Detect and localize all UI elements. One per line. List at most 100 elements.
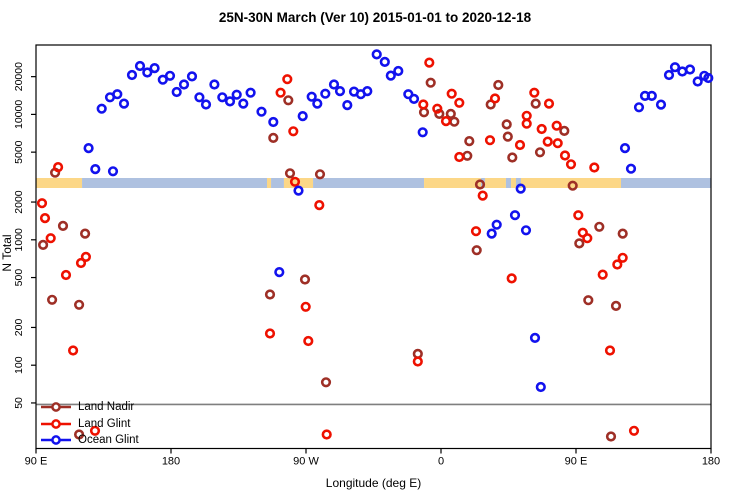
land-ocean-band-segment-ocean bbox=[313, 178, 425, 188]
data-point-land-glint bbox=[289, 176, 301, 187]
data-point-ocean-glint bbox=[112, 89, 123, 100]
data-point-land-nadir bbox=[534, 147, 546, 158]
data-point-land-glint bbox=[552, 138, 563, 149]
legend-label: Ocean Glint bbox=[78, 434, 139, 446]
data-point-land-glint bbox=[506, 273, 517, 284]
data-point-ocean-glint bbox=[669, 62, 681, 73]
data-point-land-glint bbox=[573, 210, 584, 221]
data-point-land-nadir bbox=[425, 77, 436, 88]
x-axis-tick-label: 90 E bbox=[565, 456, 588, 468]
x-axis-tick-label: 90 W bbox=[293, 456, 319, 468]
data-point-land-nadir bbox=[37, 239, 49, 250]
data-point-land-glint bbox=[321, 429, 332, 440]
land-glint-marker-icon bbox=[41, 419, 71, 429]
land-ocean-band-segment-land bbox=[424, 178, 482, 188]
data-point-land-glint bbox=[80, 251, 91, 262]
data-point-ocean-glint bbox=[90, 164, 101, 175]
data-point-land-glint bbox=[89, 425, 101, 436]
data-point-ocean-glint bbox=[164, 70, 176, 81]
data-point-ocean-glint bbox=[194, 92, 205, 103]
data-point-land-glint bbox=[45, 233, 56, 244]
data-point-land-glint bbox=[612, 259, 623, 270]
x-axis-tick-label: 180 bbox=[162, 456, 180, 468]
data-point-land-glint bbox=[582, 233, 593, 244]
data-point-land-glint bbox=[617, 252, 628, 263]
data-point-land-nadir bbox=[320, 377, 332, 388]
data-point-land-nadir bbox=[284, 168, 296, 179]
data-point-ocean-glint bbox=[655, 99, 667, 110]
y-axis-tick-label: 2000 bbox=[13, 190, 25, 214]
legend-item-ocean-glint: Ocean Glint bbox=[40, 433, 139, 447]
data-point-land-glint bbox=[489, 93, 501, 104]
data-point-ocean-glint bbox=[293, 185, 304, 196]
data-point-land-nadir bbox=[594, 221, 605, 232]
land-ocean-band-segment-ocean bbox=[516, 178, 521, 188]
data-point-land-glint bbox=[514, 139, 526, 151]
data-point-ocean-glint bbox=[692, 76, 703, 87]
data-point-land-glint bbox=[604, 345, 616, 356]
data-point-land-glint bbox=[521, 110, 532, 121]
data-point-ocean-glint bbox=[157, 74, 168, 85]
data-point-land-glint bbox=[529, 87, 540, 98]
ocean-glint-marker-icon bbox=[41, 435, 71, 445]
data-point-land-glint bbox=[67, 345, 79, 356]
y-axis-tick-label: 50 bbox=[13, 397, 25, 409]
data-point-land-glint bbox=[432, 103, 443, 114]
data-point-ocean-glint bbox=[217, 92, 228, 103]
data-point-land-nadir bbox=[445, 108, 456, 119]
data-point-land-nadir bbox=[474, 179, 486, 190]
data-point-land-glint bbox=[521, 118, 532, 129]
y-axis-tick-label: 200 bbox=[13, 319, 25, 337]
data-point-ocean-glint bbox=[535, 381, 546, 393]
data-point-land-nadir bbox=[462, 150, 473, 161]
data-point-ocean-glint bbox=[149, 62, 160, 74]
data-point-ocean-glint bbox=[118, 98, 130, 109]
y-axis-tick-label: 10000 bbox=[13, 100, 25, 129]
data-point-land-glint bbox=[264, 328, 276, 339]
data-point-ocean-glint bbox=[171, 86, 182, 98]
data-point-ocean-glint bbox=[224, 96, 236, 107]
legend-item-land-nadir: Land Nadir bbox=[40, 400, 134, 414]
data-point-ocean-glint bbox=[334, 85, 346, 97]
data-point-ocean-glint bbox=[320, 88, 331, 99]
data-point-ocean-glint bbox=[268, 116, 279, 128]
data-point-land-nadir bbox=[268, 132, 279, 143]
data-point-ocean-glint bbox=[134, 60, 146, 72]
data-point-ocean-glint bbox=[509, 210, 521, 221]
data-point-land-glint bbox=[542, 136, 553, 147]
data-point-ocean-glint bbox=[371, 49, 382, 60]
data-point-ocean-glint bbox=[256, 106, 267, 117]
data-point-land-glint bbox=[36, 198, 48, 209]
x-axis-tick-label: 90 E bbox=[25, 456, 48, 468]
data-point-ocean-glint bbox=[209, 79, 220, 90]
data-point-ocean-glint bbox=[703, 72, 714, 84]
land-ocean-band-segment-ocean bbox=[271, 178, 284, 188]
x-axis-title: Longitude (deg E) bbox=[325, 476, 422, 490]
data-point-land-nadir bbox=[471, 245, 482, 256]
data-point-land-glint bbox=[551, 120, 562, 131]
data-point-land-glint bbox=[440, 115, 452, 127]
data-point-ocean-glint bbox=[385, 70, 396, 81]
data-point-ocean-glint bbox=[379, 56, 390, 68]
data-point-land-glint bbox=[470, 226, 482, 237]
data-point-land-glint bbox=[597, 269, 608, 280]
chart-title: 25N-30N March (Ver 10) 2015-01-01 to 202… bbox=[218, 10, 532, 25]
y-axis-tick-label: 500 bbox=[13, 269, 25, 287]
data-point-land-glint bbox=[412, 356, 423, 367]
data-point-land-glint bbox=[60, 269, 72, 281]
data-point-land-nadir bbox=[559, 125, 570, 136]
data-point-ocean-glint bbox=[393, 65, 404, 77]
land-ocean-band-segment-ocean bbox=[621, 178, 711, 188]
data-point-ocean-glint bbox=[633, 102, 645, 113]
data-point-ocean-glint bbox=[619, 143, 631, 154]
data-point-land-nadir bbox=[501, 119, 512, 130]
data-point-ocean-glint bbox=[342, 99, 353, 111]
data-point-ocean-glint bbox=[520, 225, 532, 236]
data-point-land-glint bbox=[477, 190, 488, 201]
data-point-land-nadir bbox=[418, 107, 430, 118]
data-point-land-nadir bbox=[46, 294, 58, 305]
data-point-land-glint bbox=[565, 159, 577, 170]
data-point-land-nadir bbox=[610, 300, 622, 312]
data-point-land-nadir bbox=[57, 220, 69, 231]
